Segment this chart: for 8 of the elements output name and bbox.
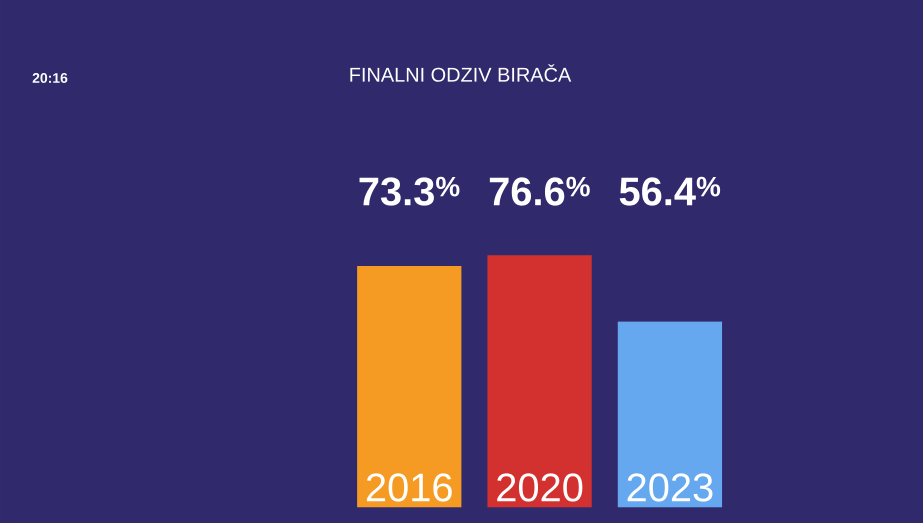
data-label: 56.4$^{%}$ bbox=[620, 176, 720, 206]
x-tick-label: 2016 bbox=[366, 473, 452, 502]
x-tick-label: 2023 bbox=[628, 473, 712, 502]
text: 20:16 bbox=[32, 73, 68, 83]
x-tick-label: 2020 bbox=[497, 473, 582, 502]
data-label: 73.3$^{%}$ bbox=[360, 176, 460, 206]
data-label: 76.6$^{%}$ bbox=[490, 176, 590, 206]
chart-title: FINALNI ODZIV BIRAČA bbox=[350, 64, 572, 82]
